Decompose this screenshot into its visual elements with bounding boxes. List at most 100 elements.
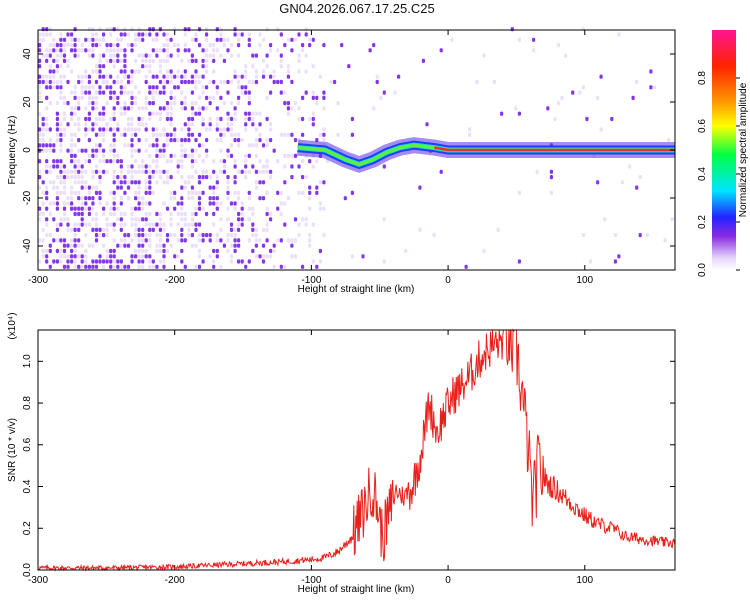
spectrogram-cell <box>141 254 145 259</box>
spectrogram-y-tick-label: -20 <box>22 190 33 205</box>
spectrogram-cell <box>237 85 241 90</box>
spectrogram-cell <box>176 74 180 79</box>
spectrogram-cell <box>585 116 589 122</box>
spectrogram-cell <box>222 79 226 85</box>
spectrogram-cell <box>464 264 468 269</box>
spectrogram-cell <box>155 153 159 158</box>
spectrogram-cell <box>254 185 258 190</box>
spectrogram-cell <box>137 227 141 232</box>
spectrogram-cell <box>258 159 262 164</box>
spectrogram-cell <box>98 64 102 69</box>
spectrogram-cell <box>197 190 202 195</box>
spectrogram-cell <box>219 169 223 174</box>
spectrogram-cell <box>62 190 67 195</box>
spectrogram-cell <box>130 138 134 143</box>
spectrogram-cell <box>94 238 99 243</box>
spectrogram-cell <box>48 48 52 53</box>
spectrogram-cell <box>258 32 262 37</box>
spectrogram-cell <box>183 185 187 190</box>
spectrogram-cell <box>91 48 95 53</box>
spectrogram-cell <box>215 138 219 143</box>
spectrogram-cell <box>94 259 99 264</box>
spectrogram-cell <box>144 238 148 243</box>
spectrogram-cell <box>148 243 152 248</box>
spectrogram-cell <box>649 69 653 74</box>
spectrogram-cell <box>176 254 180 259</box>
spectrogram-cell <box>41 116 45 122</box>
spectrogram-cell <box>372 43 376 48</box>
spectrogram-cell <box>194 159 198 164</box>
spectrogram-cells <box>38 27 674 269</box>
spectrogram-cell <box>94 79 99 85</box>
spectrogram-cell <box>165 180 170 185</box>
spectrogram-cell <box>98 259 102 264</box>
spectrogram-cell <box>134 190 138 195</box>
spectrogram-cell <box>59 79 63 85</box>
spectrogram-cell <box>55 48 59 53</box>
spectrogram-cell <box>109 43 113 48</box>
spectrogram-cell <box>148 53 152 58</box>
spectrogram-cell <box>102 148 106 153</box>
spectrogram-cell <box>112 143 116 148</box>
spectrogram-cell <box>137 169 141 174</box>
spectrogram-cell <box>226 116 230 122</box>
spectrogram-cell <box>98 148 102 153</box>
spectrogram-cell <box>244 111 248 116</box>
spectrogram-cell <box>190 190 194 195</box>
spectrogram-cell <box>304 222 308 227</box>
spectrogram-cell <box>144 190 148 195</box>
spectrogram-cell <box>48 32 52 37</box>
spectrogram-cell <box>283 132 287 137</box>
spectrogram-cell <box>155 264 159 269</box>
spectrogram-cell <box>38 74 42 79</box>
spectrogram-cell <box>283 164 287 169</box>
spectrogram-cell <box>73 48 77 53</box>
spectrogram-cell <box>237 143 241 148</box>
spectrogram-cell <box>251 116 255 122</box>
spectrogram-cell <box>105 233 109 238</box>
spectrogram-cell <box>233 227 237 232</box>
spectrogram-cell <box>84 222 88 227</box>
spectrogram-cell <box>102 138 106 143</box>
spectrogram-cell <box>304 90 308 95</box>
spectrogram-cell <box>556 43 561 48</box>
spectrogram-cell <box>48 27 52 32</box>
spectrogram-cell <box>148 143 152 148</box>
spectrogram-cell <box>301 48 305 53</box>
spectrogram-cell <box>87 138 91 143</box>
spectrogram-cell <box>165 111 170 116</box>
spectrogram-cell <box>158 132 162 137</box>
spectrogram-cell <box>80 201 84 206</box>
spectrogram-cell <box>112 58 116 63</box>
spectrogram-cell <box>119 222 123 227</box>
spectrogram-cell <box>98 201 102 206</box>
spectrogram-cell <box>517 190 521 195</box>
spectrogram-cell <box>41 132 45 137</box>
spectrogram-cell <box>645 233 649 238</box>
spectrogram-cell <box>155 243 159 248</box>
spectrogram-cell <box>269 90 273 95</box>
spectrogram-cell <box>87 53 91 58</box>
spectrogram-cell <box>112 264 116 269</box>
spectrogram-cell <box>308 206 312 211</box>
spectrogram-cell <box>73 259 77 264</box>
spectrogram-cell <box>286 106 290 111</box>
spectrogram-cell <box>219 132 223 137</box>
spectrogram-cell <box>155 211 159 217</box>
spectrogram-cell <box>187 227 191 232</box>
spectrogram-cell <box>169 211 173 217</box>
spectrogram-cell <box>77 122 81 127</box>
spectrogram-cell <box>59 164 63 169</box>
spectrogram-cell <box>244 122 248 127</box>
spectrogram-cell <box>155 148 159 153</box>
spectrogram-cell <box>173 206 177 211</box>
spectrogram-cell <box>73 233 77 238</box>
spectrogram-cell <box>155 53 159 58</box>
spectrogram-cell <box>169 222 173 227</box>
spectrogram-cell <box>62 127 67 132</box>
spectrogram-cell <box>229 127 234 132</box>
spectrogram-cell <box>109 90 113 95</box>
spectrogram-cell <box>144 217 148 222</box>
spectrogram-cell <box>635 79 639 85</box>
spectrogram-cell <box>41 79 45 85</box>
